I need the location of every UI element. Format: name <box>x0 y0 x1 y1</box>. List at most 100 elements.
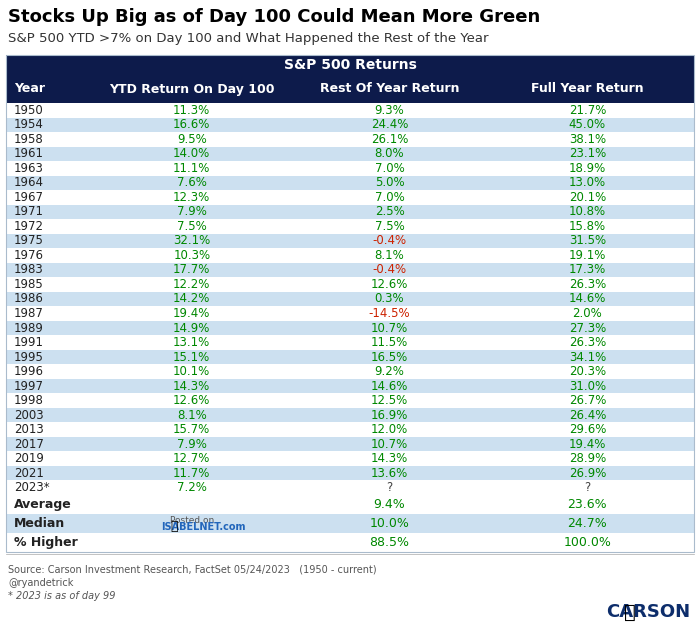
Text: 7.6%: 7.6% <box>177 177 206 189</box>
Bar <box>6 277 694 292</box>
Bar <box>6 307 694 321</box>
Text: 🐦: 🐦 <box>624 602 636 621</box>
Bar <box>6 132 694 147</box>
Text: 15.7%: 15.7% <box>173 423 211 436</box>
Text: 24.7%: 24.7% <box>568 517 607 530</box>
Text: 14.9%: 14.9% <box>173 321 211 335</box>
Text: 8.0%: 8.0% <box>374 147 405 160</box>
Bar <box>6 379 694 394</box>
Text: 19.4%: 19.4% <box>568 438 606 451</box>
Text: 1975: 1975 <box>14 234 44 248</box>
Text: 14.0%: 14.0% <box>173 147 211 160</box>
Text: 0.3%: 0.3% <box>374 292 405 305</box>
Text: S&P 500 YTD >7% on Day 100 and What Happened the Rest of the Year: S&P 500 YTD >7% on Day 100 and What Happ… <box>8 32 489 45</box>
Text: 2019: 2019 <box>14 452 44 465</box>
Bar <box>6 364 694 379</box>
Text: 10.1%: 10.1% <box>173 365 211 378</box>
Bar <box>6 147 694 161</box>
Text: 2.0%: 2.0% <box>573 307 602 320</box>
Bar <box>6 55 694 552</box>
Text: 19.1%: 19.1% <box>568 249 606 262</box>
Text: 10.8%: 10.8% <box>569 205 606 218</box>
Text: 13.0%: 13.0% <box>569 177 606 189</box>
Text: 16.6%: 16.6% <box>173 118 211 131</box>
Text: 23.6%: 23.6% <box>568 498 607 511</box>
Text: ?: ? <box>584 481 591 494</box>
Text: 14.6%: 14.6% <box>371 380 408 392</box>
Text: 32.1%: 32.1% <box>173 234 211 248</box>
Text: 7.2%: 7.2% <box>177 481 206 494</box>
Text: 11.3%: 11.3% <box>173 104 211 116</box>
Text: 1997: 1997 <box>14 380 44 392</box>
Bar <box>6 175 694 190</box>
Text: 1985: 1985 <box>14 278 43 291</box>
Text: 1995: 1995 <box>14 351 44 364</box>
Text: YTD Return On Day 100: YTD Return On Day 100 <box>109 83 274 95</box>
Text: 26.1%: 26.1% <box>371 132 408 146</box>
Text: 7.0%: 7.0% <box>374 162 405 175</box>
Text: 5.0%: 5.0% <box>374 177 405 189</box>
Text: 38.1%: 38.1% <box>569 132 606 146</box>
Text: -0.4%: -0.4% <box>372 264 407 276</box>
Bar <box>6 514 694 533</box>
Text: 9.5%: 9.5% <box>177 132 206 146</box>
Bar <box>6 394 694 408</box>
Text: Full Year Return: Full Year Return <box>531 83 644 95</box>
Bar <box>6 262 694 277</box>
Bar <box>6 234 694 248</box>
Text: 11.1%: 11.1% <box>173 162 211 175</box>
Text: 10.3%: 10.3% <box>173 249 210 262</box>
Text: 2023*: 2023* <box>14 481 50 494</box>
Text: 13.1%: 13.1% <box>173 336 211 349</box>
Text: 1967: 1967 <box>14 191 44 204</box>
Bar <box>6 350 694 364</box>
Text: % Higher: % Higher <box>14 536 78 549</box>
Text: 14.3%: 14.3% <box>371 452 408 465</box>
Text: 12.7%: 12.7% <box>173 452 211 465</box>
Text: 26.3%: 26.3% <box>568 278 606 291</box>
Text: Year: Year <box>14 83 45 95</box>
Text: 12.2%: 12.2% <box>173 278 211 291</box>
Text: 14.3%: 14.3% <box>173 380 211 392</box>
Text: 2021: 2021 <box>14 467 44 480</box>
Text: @ryandetrick: @ryandetrick <box>8 578 74 588</box>
Text: Median: Median <box>14 517 65 530</box>
Text: 14.2%: 14.2% <box>173 292 211 305</box>
Text: 20.3%: 20.3% <box>569 365 606 378</box>
Text: Average: Average <box>14 498 71 511</box>
Text: 8.1%: 8.1% <box>374 249 405 262</box>
Text: 1972: 1972 <box>14 220 44 233</box>
Text: 100.0%: 100.0% <box>564 536 611 549</box>
Text: 2017: 2017 <box>14 438 44 451</box>
Bar <box>6 205 694 219</box>
Text: 18.9%: 18.9% <box>568 162 606 175</box>
Bar <box>6 190 694 205</box>
Text: 2.5%: 2.5% <box>374 205 405 218</box>
Bar <box>6 481 694 495</box>
Text: 26.3%: 26.3% <box>568 336 606 349</box>
Text: 13.6%: 13.6% <box>371 467 408 480</box>
Text: 1998: 1998 <box>14 394 44 407</box>
Text: S&P 500 Returns: S&P 500 Returns <box>284 58 416 72</box>
Bar <box>6 248 694 262</box>
Text: 1971: 1971 <box>14 205 44 218</box>
Text: 7.0%: 7.0% <box>374 191 405 204</box>
Text: 1961: 1961 <box>14 147 44 160</box>
Text: 88.5%: 88.5% <box>370 536 410 549</box>
Text: 29.6%: 29.6% <box>568 423 606 436</box>
Text: 1996: 1996 <box>14 365 44 378</box>
Text: 1976: 1976 <box>14 249 44 262</box>
Text: 12.0%: 12.0% <box>371 423 408 436</box>
Text: Rest Of Year Return: Rest Of Year Return <box>320 83 459 95</box>
Text: 10.7%: 10.7% <box>371 321 408 335</box>
Text: 9.4%: 9.4% <box>374 498 405 511</box>
Text: -0.4%: -0.4% <box>372 234 407 248</box>
Text: 19.4%: 19.4% <box>173 307 211 320</box>
Text: 27.3%: 27.3% <box>568 321 606 335</box>
Text: 17.3%: 17.3% <box>568 264 606 276</box>
Text: 7.5%: 7.5% <box>177 220 206 233</box>
Text: 1983: 1983 <box>14 264 43 276</box>
Text: 8.1%: 8.1% <box>177 409 206 422</box>
Text: 1989: 1989 <box>14 321 44 335</box>
Text: 20.1%: 20.1% <box>568 191 606 204</box>
